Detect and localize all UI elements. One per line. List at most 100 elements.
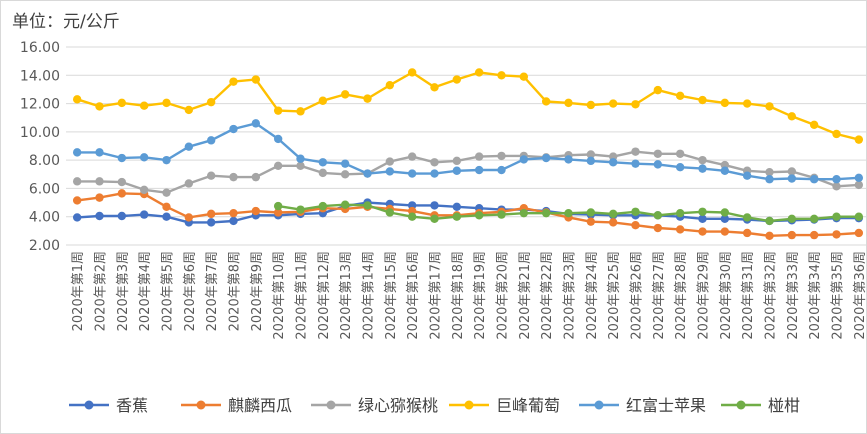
data-point — [318, 168, 328, 178]
data-point — [698, 214, 707, 224]
series-line — [77, 192, 859, 237]
data-point — [117, 98, 127, 108]
data-point — [765, 175, 774, 184]
x-tick-label: 2020年第12周 — [317, 251, 332, 340]
data-point — [206, 136, 216, 145]
data-point — [296, 205, 305, 214]
data-point — [340, 170, 350, 179]
x-tick-label: 2020年第2周 — [94, 251, 109, 331]
data-point — [541, 97, 551, 106]
data-point — [385, 167, 395, 176]
data-point — [631, 159, 640, 168]
data-point — [206, 209, 216, 219]
data-point — [407, 212, 417, 221]
data-point — [519, 208, 529, 218]
data-point — [117, 189, 127, 198]
data-point — [452, 202, 462, 212]
data-point — [519, 72, 529, 81]
legend-label: 麒麟西瓜 — [228, 396, 292, 415]
data-point — [229, 172, 238, 182]
data-point — [653, 85, 663, 95]
data-point — [742, 213, 752, 222]
data-point — [72, 213, 82, 222]
data-point — [854, 135, 864, 144]
x-tick-label: 2020年第36周 — [853, 251, 866, 340]
x-tick-label: 2020年第34周 — [808, 251, 823, 340]
legend-swatch-marker — [736, 400, 746, 410]
data-point — [832, 212, 841, 221]
data-point — [117, 177, 127, 187]
data-point — [430, 158, 439, 167]
data-point — [95, 177, 104, 186]
data-point — [229, 77, 238, 86]
legend-item: 红富士苹果 — [579, 396, 706, 415]
data-point — [229, 124, 238, 134]
x-axis: 2020年第1周 2020年第2周 2020年第3周 2020年第4周 2020年第5周… — [71, 251, 866, 340]
x-tick-label: 2020年第24周 — [585, 251, 600, 340]
x-tick-label: 2020年第22周 — [540, 251, 555, 340]
data-point — [452, 166, 462, 175]
data-point — [95, 148, 104, 157]
legend-item: 椪柑 — [721, 396, 800, 415]
data-point — [385, 157, 395, 166]
data-point — [653, 211, 663, 220]
data-point — [519, 155, 529, 164]
data-point — [541, 208, 551, 218]
data-point — [340, 200, 350, 209]
data-point — [787, 230, 797, 240]
x-tick-label: 2020年第8周 — [228, 251, 243, 331]
data-point — [162, 155, 171, 165]
data-point — [586, 100, 596, 110]
data-point — [117, 211, 127, 221]
legend-swatch-marker — [464, 400, 474, 410]
data-point — [653, 160, 663, 169]
x-tick-label: 2020年第1周 — [71, 251, 86, 331]
data-point — [162, 212, 171, 221]
data-point — [296, 154, 305, 163]
data-point — [162, 98, 171, 108]
data-point — [340, 159, 350, 168]
x-tick-label: 2020年第33周 — [786, 251, 801, 340]
data-point — [363, 201, 372, 210]
data-point — [452, 75, 462, 84]
data-point — [742, 228, 752, 238]
legend-item: 香蕉 — [69, 396, 148, 415]
legend-item: 麒麟西瓜 — [181, 396, 292, 415]
data-point — [586, 156, 596, 166]
data-point — [251, 75, 261, 84]
data-point — [698, 95, 707, 105]
x-tick-label: 2020年第7周 — [205, 251, 220, 331]
data-point — [742, 99, 752, 108]
data-point — [184, 105, 194, 115]
data-point — [72, 95, 82, 104]
data-point — [229, 216, 238, 226]
data-point — [139, 210, 149, 219]
y-tick-label: 10.00 — [20, 125, 60, 141]
data-point — [385, 80, 395, 90]
x-tick-label: 2020年第35周 — [831, 251, 846, 340]
data-point — [675, 163, 685, 172]
data-point — [340, 90, 350, 99]
x-tick-label: 2020年第13周 — [339, 251, 354, 340]
data-point — [809, 214, 819, 224]
data-point — [430, 83, 439, 92]
x-tick-label: 2020年第14周 — [362, 251, 377, 340]
data-point — [497, 71, 506, 80]
data-point — [273, 201, 283, 211]
data-point — [720, 166, 730, 175]
data-point — [184, 142, 194, 151]
data-point — [296, 107, 305, 116]
x-tick-label: 2020年第27周 — [652, 251, 667, 340]
x-tick-label: 2020年第31周 — [741, 251, 756, 340]
data-point — [564, 98, 573, 108]
data-point — [363, 169, 372, 178]
x-tick-label: 2020年第10周 — [272, 251, 287, 340]
data-point — [787, 112, 797, 121]
data-point — [206, 218, 216, 227]
data-point — [72, 196, 82, 205]
legend-item: 绿心猕猴桃 — [311, 396, 438, 415]
data-point — [251, 206, 261, 216]
x-tick-label: 2020年第26周 — [630, 251, 645, 340]
data-point — [698, 164, 707, 173]
x-tick-label: 2020年第4周 — [138, 251, 153, 331]
